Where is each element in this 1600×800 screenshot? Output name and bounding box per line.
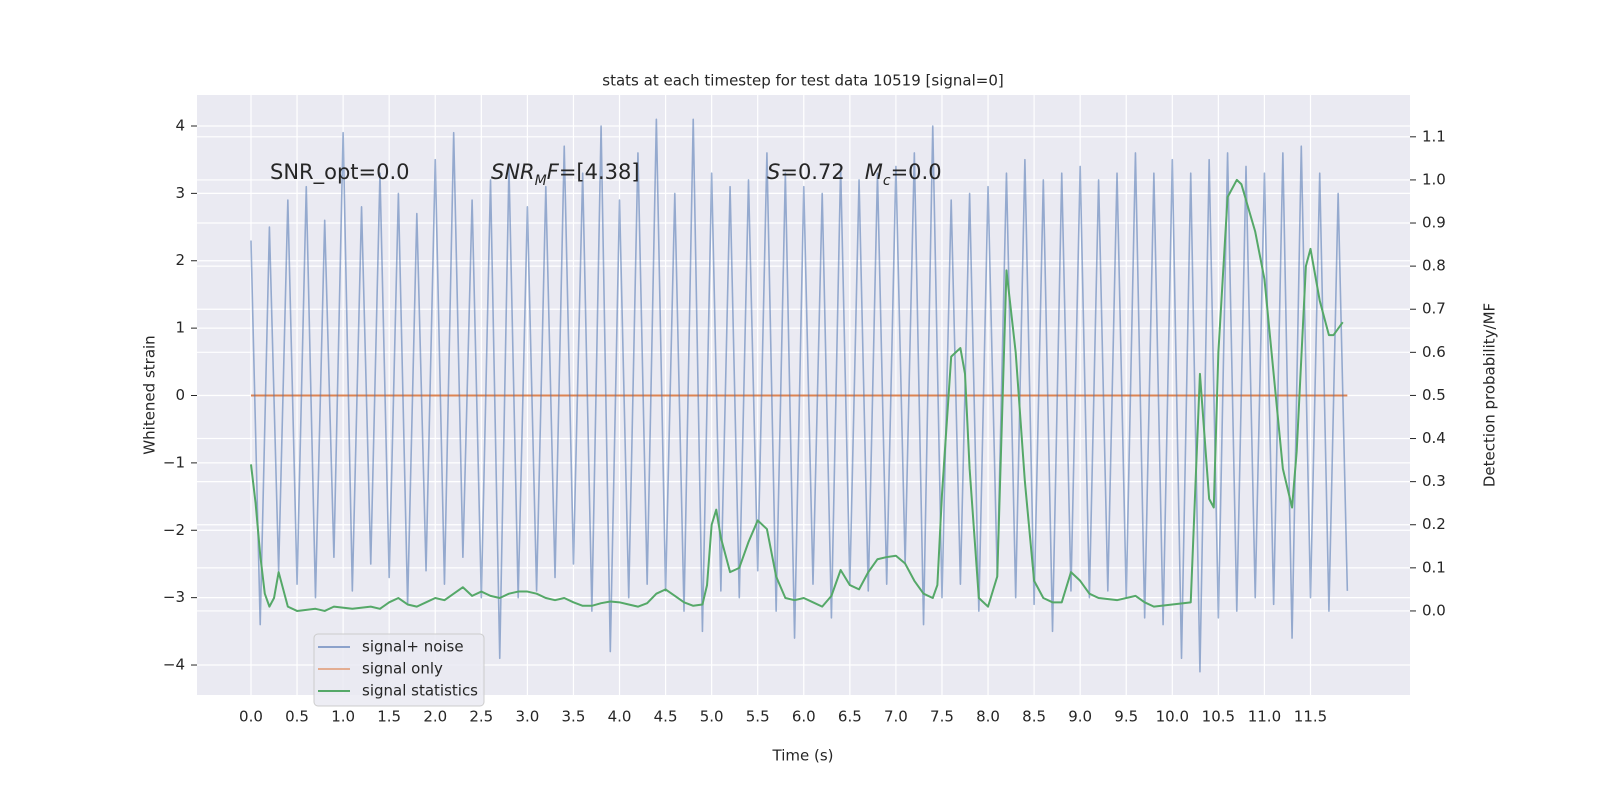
legend-label: signal statistics bbox=[362, 682, 478, 700]
y-tick-label: −1 bbox=[163, 453, 185, 471]
legend-label: signal+ noise bbox=[362, 638, 464, 656]
y-tick-label: −3 bbox=[163, 588, 185, 606]
y2-tick-label: 0.0 bbox=[1422, 601, 1446, 619]
annotation-part: c bbox=[883, 173, 891, 189]
x-tick-label: 8.0 bbox=[976, 708, 1000, 726]
x-tick-label: 4.5 bbox=[654, 708, 678, 726]
annotation: S=0.72 Mc=0.0 bbox=[767, 160, 942, 189]
x-tick-label: 11.0 bbox=[1248, 708, 1281, 726]
annotation-part: =[4.38] bbox=[559, 160, 640, 184]
series-line bbox=[249, 178, 1344, 612]
y-tick-label: −4 bbox=[163, 656, 185, 674]
annotation-part: =0.0 bbox=[891, 160, 942, 184]
y2-tick-label: 0.1 bbox=[1422, 558, 1446, 576]
x-tick-label: 6.0 bbox=[792, 708, 816, 726]
x-tick-label: 8.5 bbox=[1022, 708, 1046, 726]
y2-tick-label: 1.0 bbox=[1422, 170, 1446, 188]
y-tick-label: 2 bbox=[175, 251, 185, 269]
annotation-part: SNR bbox=[491, 160, 535, 184]
x-tick-label: 3.0 bbox=[515, 708, 539, 726]
x-axis-label: Time (s) bbox=[772, 747, 834, 765]
x-tick-label: 6.5 bbox=[838, 708, 862, 726]
x-tick-label: 5.5 bbox=[746, 708, 770, 726]
x-tick-label: 1.0 bbox=[331, 708, 355, 726]
y2-tick-label: 1.1 bbox=[1422, 127, 1446, 145]
x-tick-label: 5.0 bbox=[700, 708, 724, 726]
y-tick-label: −2 bbox=[163, 521, 185, 539]
y2-tick-label: 0.5 bbox=[1422, 386, 1446, 404]
x-tick-label: 9.5 bbox=[1114, 708, 1138, 726]
x-tick-label: 7.5 bbox=[930, 708, 954, 726]
series-line bbox=[250, 118, 1349, 673]
y2-tick-label: 0.8 bbox=[1422, 257, 1446, 275]
legend-label: signal only bbox=[362, 660, 443, 678]
y2-tick-label: 0.9 bbox=[1422, 214, 1446, 232]
x-tick-label: 7.0 bbox=[884, 708, 908, 726]
y2-tick-label: 0.6 bbox=[1422, 343, 1446, 361]
y-tick-label: 1 bbox=[175, 319, 185, 337]
x-tick-label: 2.0 bbox=[423, 708, 447, 726]
y2-tick-label: 0.4 bbox=[1422, 429, 1446, 447]
annotation: SNR_opt=0.0 bbox=[270, 160, 410, 185]
chart-title: stats at each timestep for test data 105… bbox=[602, 72, 1003, 90]
x-tick-label: 4.0 bbox=[608, 708, 632, 726]
x-tick-label: 10.5 bbox=[1202, 708, 1235, 726]
x-tick-label: 0.0 bbox=[239, 708, 263, 726]
y-tick-label: 3 bbox=[175, 184, 185, 202]
x-tick-label: 11.5 bbox=[1294, 708, 1327, 726]
y-axis-label: Whitened strain bbox=[141, 335, 159, 454]
annotation-part: M bbox=[535, 173, 547, 189]
y2-tick-label: 0.2 bbox=[1422, 515, 1446, 533]
annotation-part: M bbox=[865, 160, 883, 184]
annotation-part: F bbox=[547, 160, 560, 184]
y2-tick-label: 0.3 bbox=[1422, 472, 1446, 490]
x-tick-label: 0.5 bbox=[285, 708, 309, 726]
y-tick-label: 0 bbox=[175, 386, 185, 404]
annotation-part: =0.72 bbox=[780, 160, 864, 184]
y-tick-label: 4 bbox=[175, 116, 185, 134]
annotation: SNRMF=[4.38] bbox=[491, 160, 640, 189]
x-tick-label: 3.5 bbox=[562, 708, 586, 726]
annotation-part: SNR_opt=0.0 bbox=[270, 160, 410, 185]
x-tick-label: 1.5 bbox=[377, 708, 401, 726]
x-tick-label: 10.0 bbox=[1156, 708, 1189, 726]
annotation-part: S bbox=[767, 160, 780, 184]
x-tick-label: 2.5 bbox=[469, 708, 493, 726]
y2-axis-label: Detection probability/MF bbox=[1481, 303, 1499, 487]
y2-tick-label: 0.7 bbox=[1422, 300, 1446, 318]
x-tick-label: 9.0 bbox=[1068, 708, 1092, 726]
legend-box bbox=[313, 633, 485, 707]
